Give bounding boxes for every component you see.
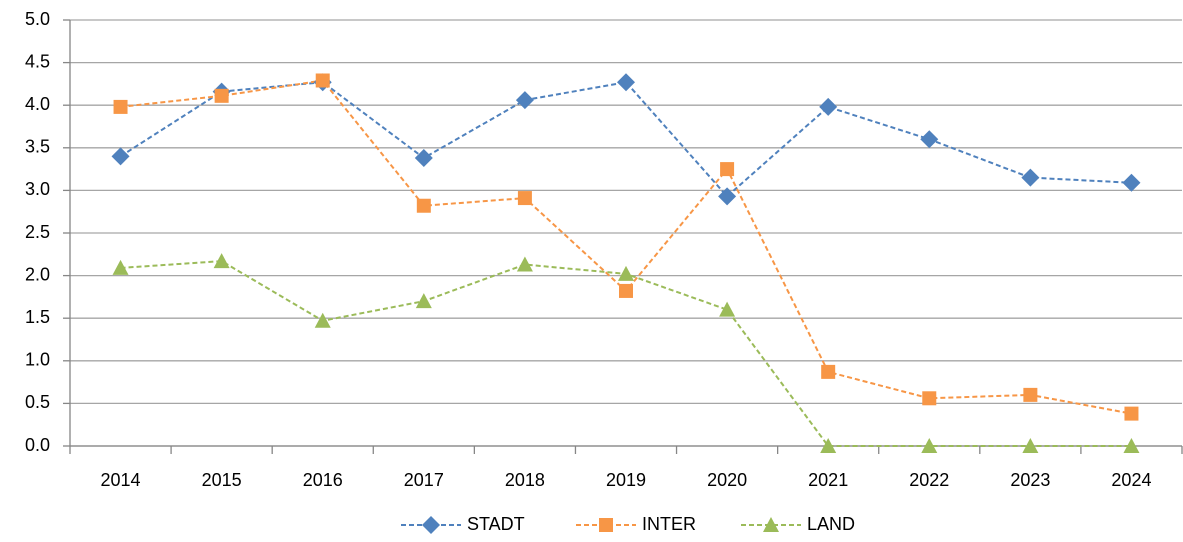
legend-label: STADT: [467, 514, 525, 534]
y-tick-label: 4.5: [25, 51, 50, 71]
marker: [517, 191, 532, 206]
marker: [415, 293, 432, 309]
y-tick-label: 2.5: [25, 222, 50, 242]
x-tick-label: 2023: [1010, 470, 1050, 490]
y-tick-label: 5.0: [25, 9, 50, 29]
marker: [820, 438, 837, 453]
marker: [111, 147, 130, 166]
x-tick-label: 2024: [1111, 470, 1151, 490]
x-tick-label: 2018: [505, 470, 545, 490]
legend-marker: [422, 516, 440, 534]
x-tick-label: 2020: [707, 470, 747, 490]
marker: [213, 253, 230, 269]
marker: [113, 99, 128, 114]
y-tick-label: 3.0: [25, 179, 50, 199]
marker: [719, 301, 736, 317]
marker: [414, 149, 433, 168]
x-tick-label: 2021: [808, 470, 848, 490]
marker: [921, 438, 938, 453]
marker: [619, 283, 633, 298]
legend-marker: [763, 517, 779, 532]
marker: [920, 130, 939, 149]
marker: [1123, 438, 1140, 453]
y-tick-label: 0.5: [25, 392, 50, 412]
y-tick-label: 4.0: [25, 94, 50, 114]
y-tick-label: 3.5: [25, 137, 50, 157]
marker: [618, 265, 634, 281]
y-tick-label: 1.5: [25, 307, 50, 327]
legend-label: INTER: [642, 514, 696, 534]
x-tick-label: 2016: [303, 470, 343, 490]
marker: [720, 162, 735, 177]
marker: [214, 88, 229, 103]
marker: [1122, 173, 1141, 192]
legend-marker: [599, 518, 613, 532]
y-tick-label: 1.0: [25, 350, 50, 370]
x-tick-label: 2017: [404, 470, 444, 490]
marker: [617, 73, 635, 92]
y-tick-label: 2.0: [25, 264, 50, 284]
x-tick-label: 2019: [606, 470, 646, 490]
marker: [315, 73, 330, 88]
x-tick-label: 2014: [101, 470, 141, 490]
x-tick-label: 2022: [909, 470, 949, 490]
marker: [1022, 438, 1039, 453]
marker: [112, 259, 129, 275]
marker: [922, 391, 937, 406]
marker: [416, 198, 431, 213]
marker: [821, 364, 836, 379]
marker: [314, 312, 331, 328]
series-line: [120, 81, 1132, 198]
marker: [1124, 406, 1139, 421]
marker: [718, 187, 737, 206]
x-tick-label: 2015: [202, 470, 242, 490]
marker: [516, 256, 533, 272]
marker: [1023, 387, 1038, 402]
legend-label: LAND: [807, 514, 855, 534]
y-tick-label: 0.0: [25, 435, 50, 455]
marker: [1021, 168, 1040, 187]
marker: [515, 91, 534, 110]
series-line: [120, 79, 1132, 415]
marker: [819, 97, 838, 116]
